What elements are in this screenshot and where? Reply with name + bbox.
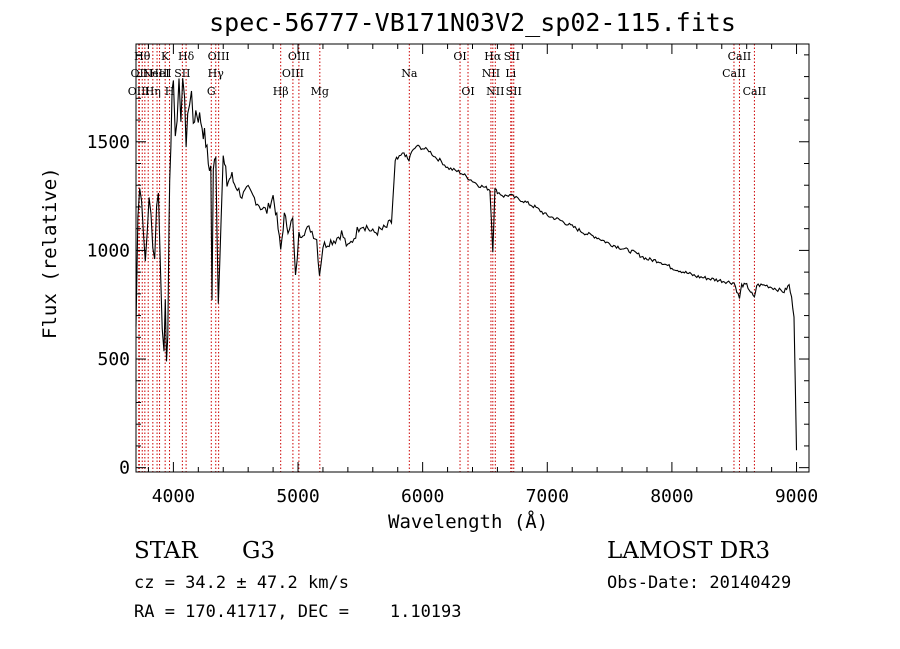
line-marker-label: G xyxy=(207,85,216,98)
x-axis-ticks: 4000 5000 6000 7000 8000 9000 xyxy=(147,44,818,507)
x-axis-label: Wavelength (Å) xyxy=(388,511,549,533)
line-markers xyxy=(138,44,755,472)
line-marker-label: Hγ xyxy=(208,67,225,80)
line-marker-label: SII xyxy=(174,67,190,80)
obs-date: Obs-Date: 20140429 xyxy=(607,573,792,593)
x-tick-label: 6000 xyxy=(401,486,444,507)
line-marker-label: Li xyxy=(505,67,516,80)
line-marker-label: NeIII xyxy=(142,67,171,80)
x-tick-label: 5000 xyxy=(276,486,319,507)
chart-title: spec-56777-VB171N03V2_sp02-115.fits xyxy=(209,8,736,37)
line-marker-label: CaII xyxy=(743,85,767,98)
line-marker-label: OI xyxy=(453,50,466,63)
line-marker-label: OIII xyxy=(282,67,304,80)
line-marker-label: Hα xyxy=(484,50,502,63)
line-marker-label: OIII xyxy=(128,85,150,98)
x-tick-label: 8000 xyxy=(650,486,693,507)
line-marker-label: NII xyxy=(482,67,500,80)
redshift-cz: cz = 34.2 ± 47.2 km/s xyxy=(134,573,349,593)
plot-frame xyxy=(135,43,810,473)
line-marker-label: Hη xyxy=(145,85,161,98)
y-axis-label: Flux (relative) xyxy=(39,167,61,339)
line-marker-label: NII xyxy=(486,85,504,98)
line-marker-label: OIII xyxy=(208,50,230,63)
line-marker-label: OII xyxy=(131,67,149,80)
line-marker-label: Hβ xyxy=(273,85,289,98)
survey-label: LAMOST DR3 xyxy=(607,538,771,564)
line-marker-label: K xyxy=(161,50,170,63)
line-marker-label: HeI xyxy=(149,67,169,80)
line-marker-label: Na xyxy=(401,67,418,80)
x-tick-label: 7000 xyxy=(526,486,569,507)
object-class: STAR xyxy=(134,538,198,564)
line-marker-label: CaII xyxy=(728,50,752,63)
x-tick-label: 9000 xyxy=(775,486,818,507)
line-marker-label: Mg xyxy=(311,85,329,98)
line-marker-label: Hθ xyxy=(134,50,151,63)
line-marker-label: OI xyxy=(461,85,474,98)
x-tick-label: 4000 xyxy=(152,486,195,507)
y-tick-label: 500 xyxy=(97,349,130,370)
y-axis-ticks: 0 500 1000 1500 xyxy=(87,54,809,479)
line-marker-label: CaII xyxy=(722,67,746,80)
y-tick-label: 0 xyxy=(119,458,130,479)
y-tick-label: 1000 xyxy=(87,240,130,261)
line-marker-label: SII xyxy=(506,85,522,98)
line-marker-label: SII xyxy=(504,50,520,63)
ra-dec-coords: RA = 170.41717, DEC = 1.10193 xyxy=(134,602,462,622)
line-marker-label: H xyxy=(165,85,175,98)
object-subclass: G3 xyxy=(242,538,276,564)
line-marker-label: OIII xyxy=(288,50,310,63)
line-marker-label: Hδ xyxy=(178,50,195,63)
spectrum-line xyxy=(135,78,798,451)
y-tick-label: 1500 xyxy=(87,132,130,153)
